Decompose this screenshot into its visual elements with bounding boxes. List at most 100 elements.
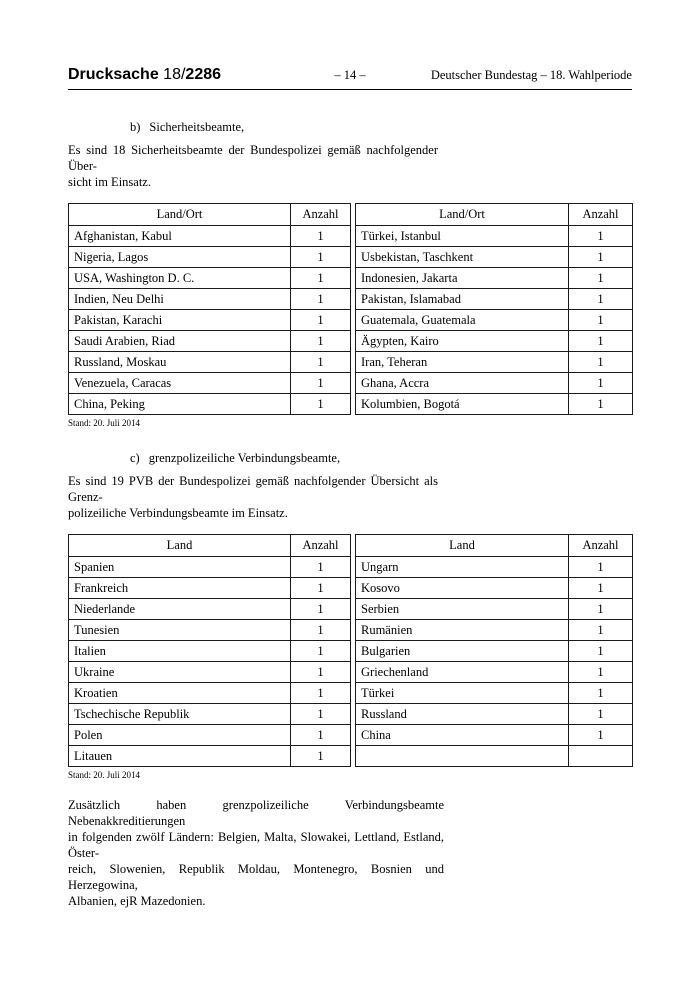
table-sicherheitsbeamte: Land/Ort Anzahl Afghanistan, Kabul 1 Nigeria…: [68, 203, 633, 415]
country-cell: Iran, Teheran: [355, 351, 569, 373]
country-cell: Frankreich: [68, 577, 291, 599]
country-cell: Rumänien: [355, 619, 569, 641]
doc-number-regular: 18/: [163, 66, 186, 83]
doc-label: Drucksache: [68, 66, 164, 83]
table-row: Türkei, Istanbul 1: [355, 225, 633, 247]
column-header: Land/Ort: [355, 203, 569, 226]
column-header: Anzahl: [290, 534, 351, 557]
count-cell: 1: [568, 267, 633, 289]
column-header: Land: [68, 534, 291, 557]
country-cell: Tunesien: [68, 619, 291, 641]
country-cell: Kosovo: [355, 577, 569, 599]
count-cell: 1: [568, 703, 633, 725]
column-header: Anzahl: [568, 203, 633, 226]
table-row: Ghana, Accra 1: [355, 372, 633, 394]
table-row: Spanien 1: [68, 556, 351, 578]
count-cell: 1: [290, 267, 351, 289]
section-b-heading: b) Sicherheitsbeamte,: [130, 119, 632, 135]
document-number: Drucksache 18/2286: [68, 66, 334, 84]
count-cell: 1: [290, 225, 351, 247]
count-cell: 1: [290, 351, 351, 373]
table-verbindungsbeamte-right: Land Anzahl Ungarn 1 Kosovo 1 Serbien 1 Rumänien…: [355, 534, 633, 767]
closing-paragraph: Zusätzlich haben grenzpolizeiliche Verbi…: [68, 798, 444, 908]
page-content: Drucksache 18/2286 – 14 – Deutscher Bund…: [68, 0, 633, 909]
table-header-row: Land/Ort Anzahl: [68, 203, 351, 226]
country-cell: Russland, Moskau: [68, 351, 291, 373]
table-sicherheitsbeamte-left: Land/Ort Anzahl Afghanistan, Kabul 1 Nigeria…: [68, 203, 351, 415]
table-row: Ungarn 1: [355, 556, 633, 578]
count-cell: 1: [568, 351, 633, 373]
count-cell: 1: [568, 577, 633, 599]
country-cell: Indonesien, Jakarta: [355, 267, 569, 289]
table-row: Griechenland 1: [355, 661, 633, 683]
country-cell: Pakistan, Karachi: [68, 309, 291, 331]
page-number: – 14 –: [334, 68, 366, 82]
country-cell: Serbien: [355, 598, 569, 620]
country-cell: Kroatien: [68, 682, 291, 704]
count-cell: 1: [290, 309, 351, 331]
data-table: Land/Ort Anzahl Afghanistan, Kabul 1 Nigeria…: [68, 203, 351, 415]
table-row: Italien 1: [68, 640, 351, 662]
count-cell: 1: [568, 330, 633, 352]
count-cell: 1: [290, 682, 351, 704]
count-cell: 1: [290, 745, 351, 767]
country-cell: Tschechische Republik: [68, 703, 291, 725]
count-cell: 1: [290, 393, 351, 415]
table-row: Iran, Teheran 1: [355, 351, 633, 373]
country-cell: Litauen: [68, 745, 291, 767]
count-cell: 1: [290, 619, 351, 641]
column-header: Land/Ort: [68, 203, 291, 226]
count-cell: 1: [290, 288, 351, 310]
table-header-row: Land/Ort Anzahl: [355, 203, 633, 226]
section-b-label: b): [130, 120, 141, 134]
table-row: Nigeria, Lagos 1: [68, 246, 351, 268]
country-cell: Usbekistan, Taschkent: [355, 246, 569, 268]
table-verbindungsbeamte: Land Anzahl Spanien 1 Frankreich 1 Niederlande…: [68, 534, 633, 767]
table-row: China, Peking 1: [68, 393, 351, 415]
country-cell: USA, Washington D. C.: [68, 267, 291, 289]
table-row: Tunesien 1: [68, 619, 351, 641]
section-b-title: Sicherheitsbeamte,: [149, 120, 245, 134]
country-cell: Türkei, Istanbul: [355, 225, 569, 247]
country-cell: Ägypten, Kairo: [355, 330, 569, 352]
table-row: [355, 745, 633, 767]
count-cell: 1: [290, 598, 351, 620]
country-cell: China: [355, 724, 569, 746]
section-c-label: c): [130, 451, 140, 465]
count-cell: 1: [568, 556, 633, 578]
count-cell: 1: [568, 661, 633, 683]
table-row: Rumänien 1: [355, 619, 633, 641]
table-row: Bulgarien 1: [355, 640, 633, 662]
table-row: Saudi Arabien, Riad 1: [68, 330, 351, 352]
table-row: Litauen 1: [68, 745, 351, 767]
country-cell: Türkei: [355, 682, 569, 704]
country-cell: Ghana, Accra: [355, 372, 569, 394]
country-cell: Griechenland: [355, 661, 569, 683]
count-cell: 1: [568, 640, 633, 662]
section-c-title: grenzpolizeiliche Verbindungsbeamte,: [148, 451, 341, 465]
table-row: Kroatien 1: [68, 682, 351, 704]
table-row: Usbekistan, Taschkent 1: [355, 246, 633, 268]
table-row: Serbien 1: [355, 598, 633, 620]
country-cell: Pakistan, Islamabad: [355, 288, 569, 310]
count-cell: 1: [290, 703, 351, 725]
count-cell: 1: [290, 372, 351, 394]
data-table: Land Anzahl Spanien 1 Frankreich 1 Niederlande…: [68, 534, 351, 767]
table-row: Pakistan, Karachi 1: [68, 309, 351, 331]
table-row: Ukraine 1: [68, 661, 351, 683]
country-cell: Polen: [68, 724, 291, 746]
table-row: Kolumbien, Bogotá 1: [355, 393, 633, 415]
table-row: Kosovo 1: [355, 577, 633, 599]
country-cell: Ungarn: [355, 556, 569, 578]
count-cell: 1: [290, 246, 351, 268]
count-cell: 1: [568, 393, 633, 415]
count-cell: 1: [568, 288, 633, 310]
count-cell: 1: [568, 724, 633, 746]
country-cell: Saudi Arabien, Riad: [68, 330, 291, 352]
data-table: Land/Ort Anzahl Türkei, Istanbul 1 Usbekista…: [355, 203, 633, 415]
table-row: Indonesien, Jakarta 1: [355, 267, 633, 289]
running-header: Drucksache 18/2286 – 14 – Deutscher Bund…: [68, 66, 632, 90]
table-row: Ägypten, Kairo 1: [355, 330, 633, 352]
count-cell: 1: [290, 577, 351, 599]
table-row: USA, Washington D. C. 1: [68, 267, 351, 289]
